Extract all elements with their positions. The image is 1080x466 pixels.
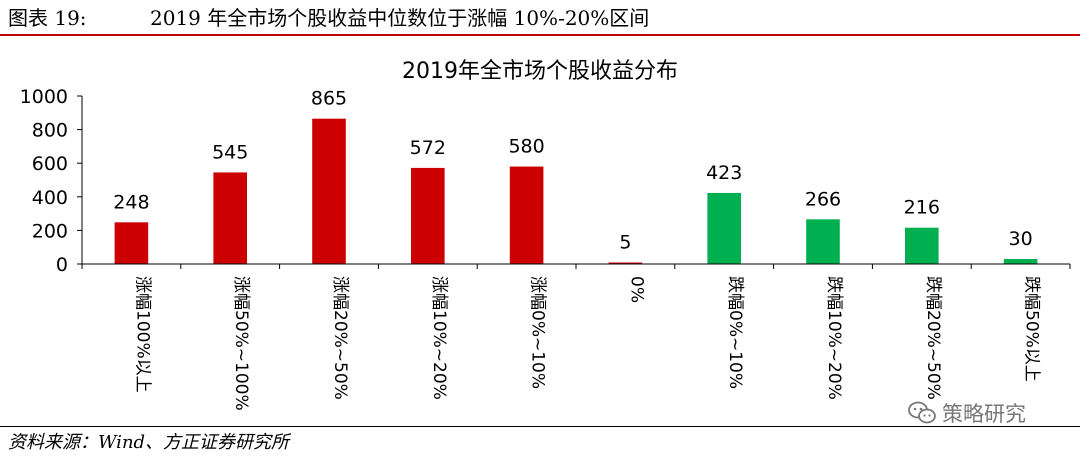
y-tick-label: 600 xyxy=(32,153,68,175)
data-label: 572 xyxy=(410,137,446,159)
x-tick-label: 跌幅50%以上 xyxy=(1022,276,1042,382)
figure-title: 2019 年全市场个股收益中位数位于涨幅 10%-20%区间 xyxy=(150,6,650,30)
source-note: 资料来源：Wind、方正证券研究所 xyxy=(8,432,290,453)
watermark: 策略研究 xyxy=(908,398,1026,428)
chart-title: 2019年全市场个股收益分布 xyxy=(402,59,678,84)
bar xyxy=(312,118,346,265)
data-label: 248 xyxy=(113,191,149,213)
bar xyxy=(1003,258,1038,264)
bar xyxy=(411,167,445,264)
y-tick-label: 800 xyxy=(32,120,68,142)
bar xyxy=(608,262,643,264)
footer-rule xyxy=(0,426,1080,427)
data-label: 5 xyxy=(619,232,631,254)
x-tick-label: 涨幅0%~10% xyxy=(528,276,548,389)
x-tick-label: 跌幅20%~50% xyxy=(923,276,943,400)
x-tick-label: 涨幅100%以上 xyxy=(132,276,152,393)
data-label: 423 xyxy=(706,162,742,184)
y-tick-label: 400 xyxy=(32,187,68,209)
x-tick-label: 0% xyxy=(626,276,646,303)
bar xyxy=(806,219,840,264)
bars: 248 545 865 572 580 5 423 266 216 30 xyxy=(113,88,1038,265)
figure-header: 图表 19: 2019 年全市场个股收益中位数位于涨幅 10%-20%区间 xyxy=(0,0,1080,36)
data-label: 216 xyxy=(904,197,940,219)
x-tick-label: 涨幅20%~50% xyxy=(330,276,350,400)
data-label: 865 xyxy=(311,88,347,110)
data-label: 545 xyxy=(212,141,248,163)
y-tick-label: 0 xyxy=(56,254,68,276)
data-label: 30 xyxy=(1009,228,1033,250)
watermark-text: 策略研究 xyxy=(942,402,1026,426)
bar xyxy=(213,172,247,264)
bar-chart: 2019年全市场个股收益分布 0 200 400 600 800 1000 248 545 8… xyxy=(20,59,1071,411)
x-tick-label: 跌幅10%~20% xyxy=(824,276,844,400)
wechat-icon xyxy=(908,401,936,424)
bar xyxy=(905,227,939,264)
figure-label: 图表 19: xyxy=(8,6,87,30)
x-tick-label: 跌幅0%~10% xyxy=(725,276,745,389)
bar xyxy=(707,192,741,264)
bar xyxy=(509,166,544,264)
data-label: 580 xyxy=(508,136,544,158)
y-axis: 0 200 400 600 800 1000 xyxy=(20,86,83,276)
bar xyxy=(114,222,149,264)
y-tick-label: 200 xyxy=(32,220,68,242)
x-tick-label: 涨幅50%~100% xyxy=(231,276,251,411)
data-label: 266 xyxy=(805,188,841,210)
y-tick-label: 1000 xyxy=(20,86,68,108)
x-axis: 涨幅100%以上 涨幅50%~100% 涨幅20%~50% 涨幅10%~20% 涨幅0%… xyxy=(81,263,1071,411)
x-tick-label: 涨幅10%~20% xyxy=(429,276,449,400)
